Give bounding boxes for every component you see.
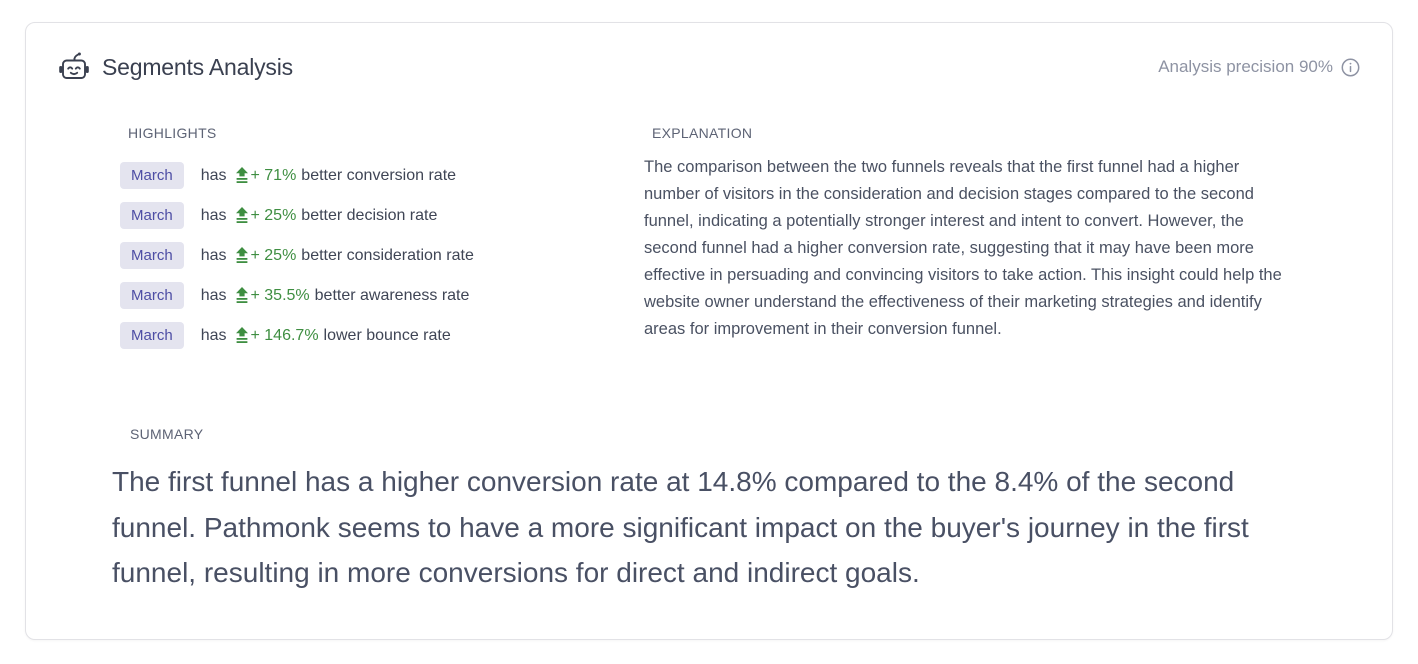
info-icon[interactable] (1341, 58, 1360, 77)
highlights-label: HIGHLIGHTS (128, 125, 217, 141)
robot-icon (58, 51, 92, 83)
highlight-delta: + 35.5% (250, 286, 310, 304)
highlight-text: has + 71% better conversion rate (201, 167, 456, 185)
content-grid: HIGHLIGHTS March has + 71% better conver… (120, 125, 1360, 350)
highlights-section: HIGHLIGHTS March has + 71% better conver… (120, 125, 644, 350)
summary-label: SUMMARY (130, 426, 204, 442)
highlight-row: March has + 25% better consideration rat… (120, 241, 644, 270)
month-badge: March (120, 282, 184, 309)
highlights-list: March has + 71% better conversion rate M… (120, 161, 644, 350)
page-title: Segments Analysis (102, 53, 293, 80)
highlight-rest: better conversion rate (301, 166, 457, 184)
highlight-text: has + 35.5% better awareness rate (201, 287, 470, 305)
highlight-pre: has (200, 326, 227, 344)
highlight-delta: + 146.7% (250, 326, 319, 344)
month-badge: March (120, 202, 184, 229)
highlight-text: has + 25% better consideration rate (201, 247, 474, 265)
highlight-pre: has (200, 166, 227, 184)
month-badge: March (120, 322, 184, 349)
explanation-label: EXPLANATION (652, 125, 753, 141)
month-badge: March (120, 162, 184, 189)
explanation-section: EXPLANATION The comparison between the t… (644, 125, 1296, 350)
explanation-text: The comparison between the two funnels r… (644, 158, 1282, 338)
highlight-row: March has + 25% better decision rate (120, 201, 644, 230)
analysis-precision-label: Analysis precision 90% (1158, 57, 1333, 76)
highlight-delta: + 25% (250, 206, 297, 224)
highlight-pre: has (200, 246, 227, 264)
highlight-pre: has (200, 286, 227, 304)
highlight-rest: better consideration rate (301, 246, 474, 264)
highlight-rest: better awareness rate (314, 286, 470, 304)
highlight-row: March has + 35.5% better awareness rate (120, 281, 644, 310)
highlight-row: March has + 71% better conversion rate (120, 161, 644, 190)
highlight-rest: lower bounce rate (323, 326, 451, 344)
increase-arrow-icon (236, 207, 249, 223)
increase-arrow-icon (236, 167, 249, 183)
highlight-pre: has (200, 206, 227, 224)
highlight-rest: better decision rate (301, 206, 438, 224)
summary-text: The first funnel has a higher conversion… (112, 466, 1249, 588)
highlight-text: has + 146.7% lower bounce rate (201, 327, 451, 345)
increase-arrow-icon (236, 247, 249, 263)
month-badge: March (120, 242, 184, 269)
highlight-delta: + 71% (250, 166, 297, 184)
card-header-left: Segments Analysis (58, 51, 293, 83)
highlight-delta: + 25% (250, 246, 297, 264)
highlight-row: March has + 146.7% lower bounce rate (120, 321, 644, 350)
increase-arrow-icon (236, 327, 249, 343)
summary-section: SUMMARY The first funnel has a higher co… (112, 426, 1360, 596)
increase-arrow-icon (236, 287, 249, 303)
segments-analysis-card: Segments Analysis Analysis precision 90%… (25, 22, 1393, 640)
card-header-right: Analysis precision 90% (1158, 57, 1360, 77)
card-header: Segments Analysis Analysis precision 90% (58, 51, 1360, 83)
highlight-text: has + 25% better decision rate (201, 207, 438, 225)
